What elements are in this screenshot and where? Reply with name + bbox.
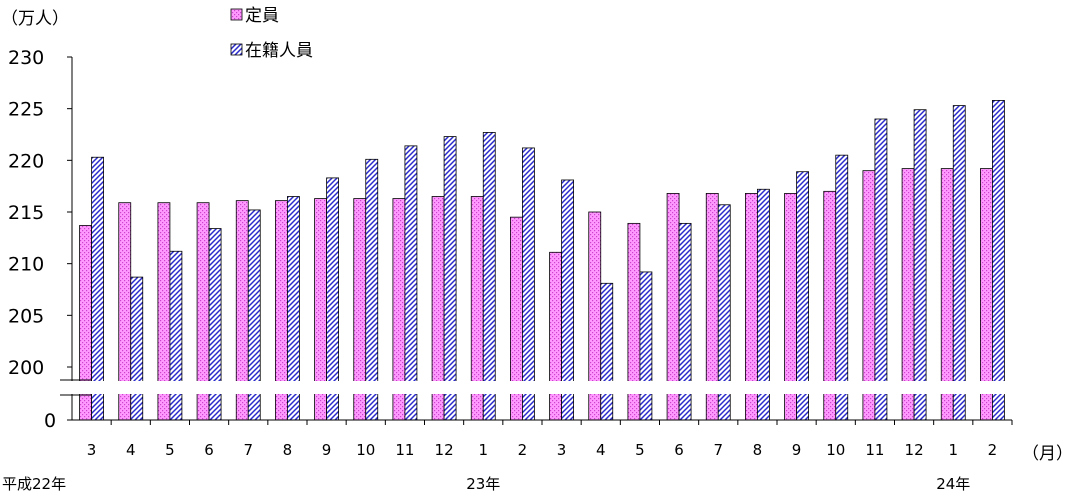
bar-enrolled	[365, 158, 379, 421]
y-tick-label: 230	[8, 47, 44, 69]
legend-label-capacity: 定員	[245, 6, 279, 26]
x-tick-label: 10	[356, 441, 375, 459]
x-tick-label: 5	[635, 441, 645, 459]
year-labels: 平成22年 23年 24年	[2, 475, 970, 493]
x-tick-label: 2	[518, 441, 528, 459]
bar-enrolled	[639, 271, 653, 421]
x-tick-label: 10	[826, 441, 845, 459]
y-tick-label: 205	[8, 305, 44, 327]
bar-enrolled	[404, 145, 418, 421]
legend: 定員 在籍人員	[230, 6, 313, 61]
bar-enrolled	[913, 109, 927, 421]
x-tick-label: 12	[435, 441, 454, 459]
x-unit-label: （月）	[1022, 444, 1073, 464]
x-tick-label: 11	[865, 441, 884, 459]
bar-enrolled	[482, 132, 496, 421]
x-tick-label: 4	[126, 441, 136, 459]
x-tick-label: 6	[204, 441, 214, 459]
year-label: 24年	[936, 475, 970, 493]
x-tick-label: 11	[395, 441, 414, 459]
x-tick-label: 1	[948, 441, 958, 459]
y-tick-label: 220	[8, 150, 44, 172]
x-tick-label: 4	[596, 441, 606, 459]
bar-enrolled	[443, 136, 457, 421]
bar-capacity	[549, 251, 562, 421]
x-tick-label: 7	[713, 441, 723, 459]
y-tick-labels: 0 200 205 210 215 220 225 230	[8, 47, 56, 432]
x-tick-label: 9	[792, 441, 802, 459]
x-tick-label: 9	[322, 441, 332, 459]
legend-swatch-capacity	[230, 8, 243, 21]
x-tick-label: 6	[674, 441, 684, 459]
bar-enrolled	[169, 250, 183, 421]
bar-enrolled	[952, 105, 966, 421]
y-tick-label: 215	[8, 202, 44, 224]
bar-enrolled	[600, 282, 614, 421]
x-tick-label: 7	[243, 441, 253, 459]
bar-enrolled	[874, 118, 888, 421]
y-tick-label: 225	[8, 99, 44, 121]
x-tick-label: 8	[753, 441, 763, 459]
legend-swatch-enrolled	[230, 43, 243, 56]
x-tick-label: 3	[87, 441, 97, 459]
x-tick-labels: 3 4 5 6 7 8 9 10 11 12 1 2 3 4 5 6 7 8 9 10 11 12 1 2	[87, 441, 997, 459]
bars	[79, 100, 1005, 421]
year-label: 23年	[466, 475, 500, 493]
x-tick-label: 8	[283, 441, 293, 459]
x-tick-label: 2	[988, 441, 998, 459]
y-tick-label: 210	[8, 254, 44, 276]
axis-break-gap	[58, 381, 1014, 394]
x-tick-label: 5	[165, 441, 175, 459]
bar-enrolled	[835, 154, 849, 421]
y-unit-label: （万人）	[1, 9, 69, 29]
y-tick-label: 0	[44, 410, 56, 432]
axes	[58, 56, 1014, 425]
y-tick-label: 200	[8, 357, 44, 379]
bar-enrolled	[522, 147, 535, 421]
bar-enrolled	[130, 276, 144, 421]
bar-enrolled	[992, 100, 1005, 421]
x-tick-label: 12	[905, 441, 924, 459]
x-tick-label: 1	[478, 441, 488, 459]
year-label: 平成22年	[2, 475, 66, 493]
x-tick-label: 3	[557, 441, 567, 459]
legend-label-enrolled: 在籍人員	[245, 41, 313, 61]
bar-enrolled	[91, 156, 104, 421]
